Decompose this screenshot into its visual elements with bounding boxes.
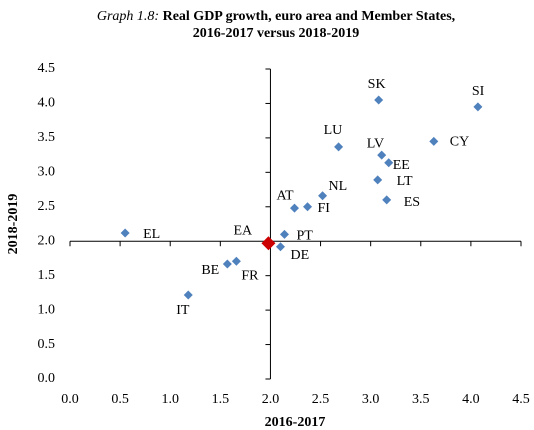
point xyxy=(384,158,394,168)
point xyxy=(334,142,344,152)
x-tick-label: 1.0 xyxy=(161,392,179,407)
point xyxy=(374,95,384,105)
x-tick-label: 4.5 xyxy=(512,392,530,407)
point xyxy=(473,102,483,112)
x-tick-label: 1.5 xyxy=(212,392,230,407)
point xyxy=(275,242,285,252)
chart-title: Graph 1.8: Real GDP growth, euro area an… xyxy=(97,9,455,24)
point xyxy=(303,202,313,212)
title-prefix: Graph 1.8: xyxy=(97,9,159,24)
point-label: PT xyxy=(296,229,313,244)
point xyxy=(183,290,193,300)
y-tick-label: 4.0 xyxy=(38,96,56,111)
point-label: AT xyxy=(276,188,294,203)
point xyxy=(120,228,130,238)
y-tick-label: 0.5 xyxy=(38,337,56,352)
point-label: CY xyxy=(450,135,469,150)
y-tick-label: 4.5 xyxy=(38,61,56,76)
x-tick-label: 3.5 xyxy=(412,392,430,407)
point xyxy=(373,175,383,185)
x-tick-label: 0.5 xyxy=(111,392,129,407)
point xyxy=(289,203,299,213)
x-tick-label: 0.0 xyxy=(61,392,79,407)
point-label: ES xyxy=(404,195,420,210)
x-tick-label: 4.0 xyxy=(462,392,480,407)
point xyxy=(231,256,241,266)
title-line: 2016-2017 versus 2018-2019 xyxy=(193,26,359,41)
point-label: EA xyxy=(233,224,253,239)
point-label: LV xyxy=(367,136,384,151)
point-label: BE xyxy=(201,263,219,278)
point-label: FR xyxy=(241,268,259,283)
point-label: SK xyxy=(368,77,386,92)
x-tick-label: 2.0 xyxy=(262,392,280,407)
y-tick-label: 3.5 xyxy=(38,130,56,145)
point xyxy=(279,229,289,239)
point-label: LT xyxy=(397,174,413,189)
x-tick-label: 3.0 xyxy=(362,392,380,407)
point-label: EE xyxy=(393,158,410,173)
x-tick-label: 2.5 xyxy=(312,392,330,407)
y-tick-label: 0.0 xyxy=(38,371,56,386)
x-axis-label: 2016-2017 xyxy=(265,415,326,430)
point-label: DE xyxy=(290,248,309,263)
point-label: FI xyxy=(318,201,331,216)
point xyxy=(429,136,439,146)
y-tick-label: 2.0 xyxy=(38,233,56,248)
point-label: EL xyxy=(143,227,160,242)
point-label: SI xyxy=(472,84,485,99)
y-axis-label: 2018-2019 xyxy=(6,194,21,255)
point-label: LU xyxy=(324,123,343,138)
y-tick-label: 2.5 xyxy=(38,199,56,214)
point xyxy=(318,191,328,201)
point xyxy=(377,150,387,160)
y-tick-label: 1.5 xyxy=(38,268,56,283)
y-tick-label: 1.0 xyxy=(38,302,56,317)
point xyxy=(261,236,276,251)
point-label: IT xyxy=(176,303,190,318)
y-tick-label: 3.0 xyxy=(38,165,56,180)
point xyxy=(222,259,232,269)
point-label: NL xyxy=(329,179,348,194)
title-line: Real GDP growth, euro area and Member St… xyxy=(163,9,456,24)
point xyxy=(382,195,392,205)
